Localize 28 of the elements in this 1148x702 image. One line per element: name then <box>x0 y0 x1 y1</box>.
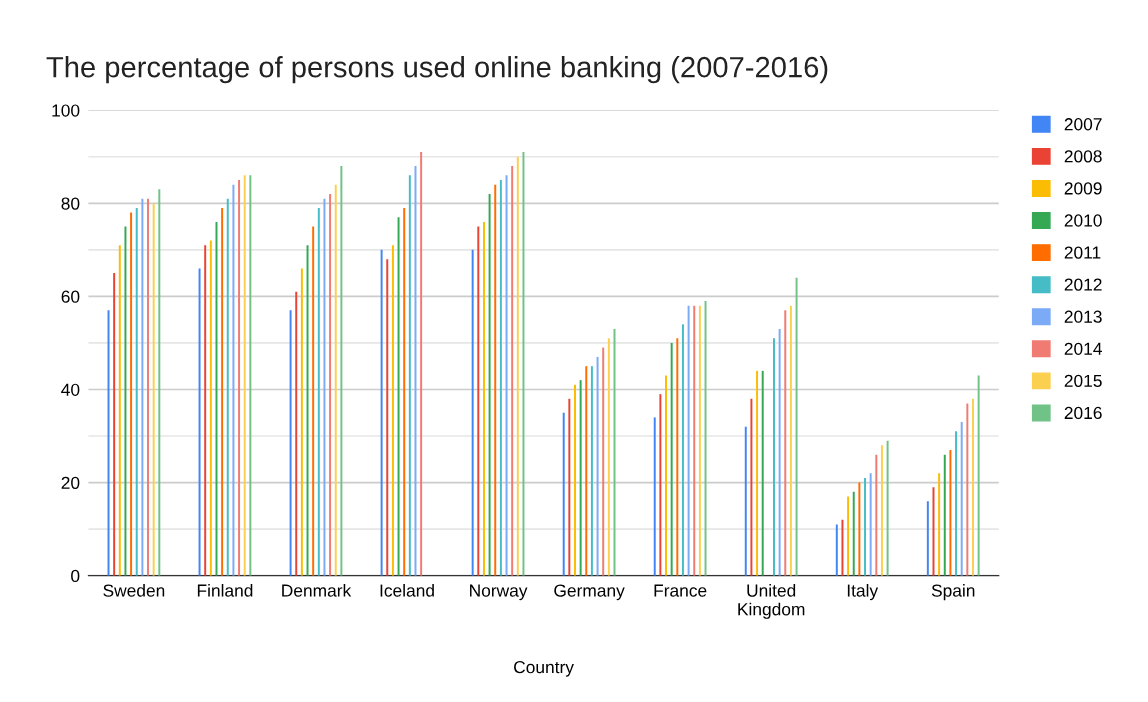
legend-label: 2007 <box>1064 118 1102 131</box>
x-tick-label: France <box>654 584 707 597</box>
legend-label: 2008 <box>1064 150 1102 163</box>
y-tick-label: 0 <box>71 569 80 583</box>
legend-label: 2011 <box>1064 246 1101 259</box>
y-tick-label: 40 <box>61 383 80 396</box>
y-tick-label: 20 <box>61 476 80 490</box>
chart-title: The percentage of persons used online banking (2007-2016) <box>46 56 828 84</box>
x-tick-label: Finland <box>197 583 253 597</box>
y-tick-label: 80 <box>61 197 80 210</box>
x-tick-label: Sweden <box>103 583 165 597</box>
legend-label: 2012 <box>1064 278 1102 291</box>
x-tick-label: United Kingdom <box>738 583 805 619</box>
x-tick-label: Spain <box>931 583 975 601</box>
x-tick-label: Iceland <box>380 583 434 597</box>
x-axis-title: Country <box>514 660 574 677</box>
legend-label: 2016 <box>1064 406 1102 420</box>
x-tick-label: Italy <box>847 583 879 601</box>
legend-label: 2010 <box>1064 214 1102 227</box>
x-tick-label: Germany <box>554 584 625 601</box>
y-tick-label: 100 <box>52 104 80 117</box>
legend-label: 2013 <box>1064 310 1102 323</box>
legend-label: 2015 <box>1064 374 1102 388</box>
legend-label: 2009 <box>1064 182 1102 195</box>
x-tick-label: Norway <box>470 584 528 601</box>
x-tick-label: Denmark <box>282 583 352 597</box>
legend-label: 2014 <box>1064 342 1102 355</box>
y-tick-label: 60 <box>61 290 80 303</box>
